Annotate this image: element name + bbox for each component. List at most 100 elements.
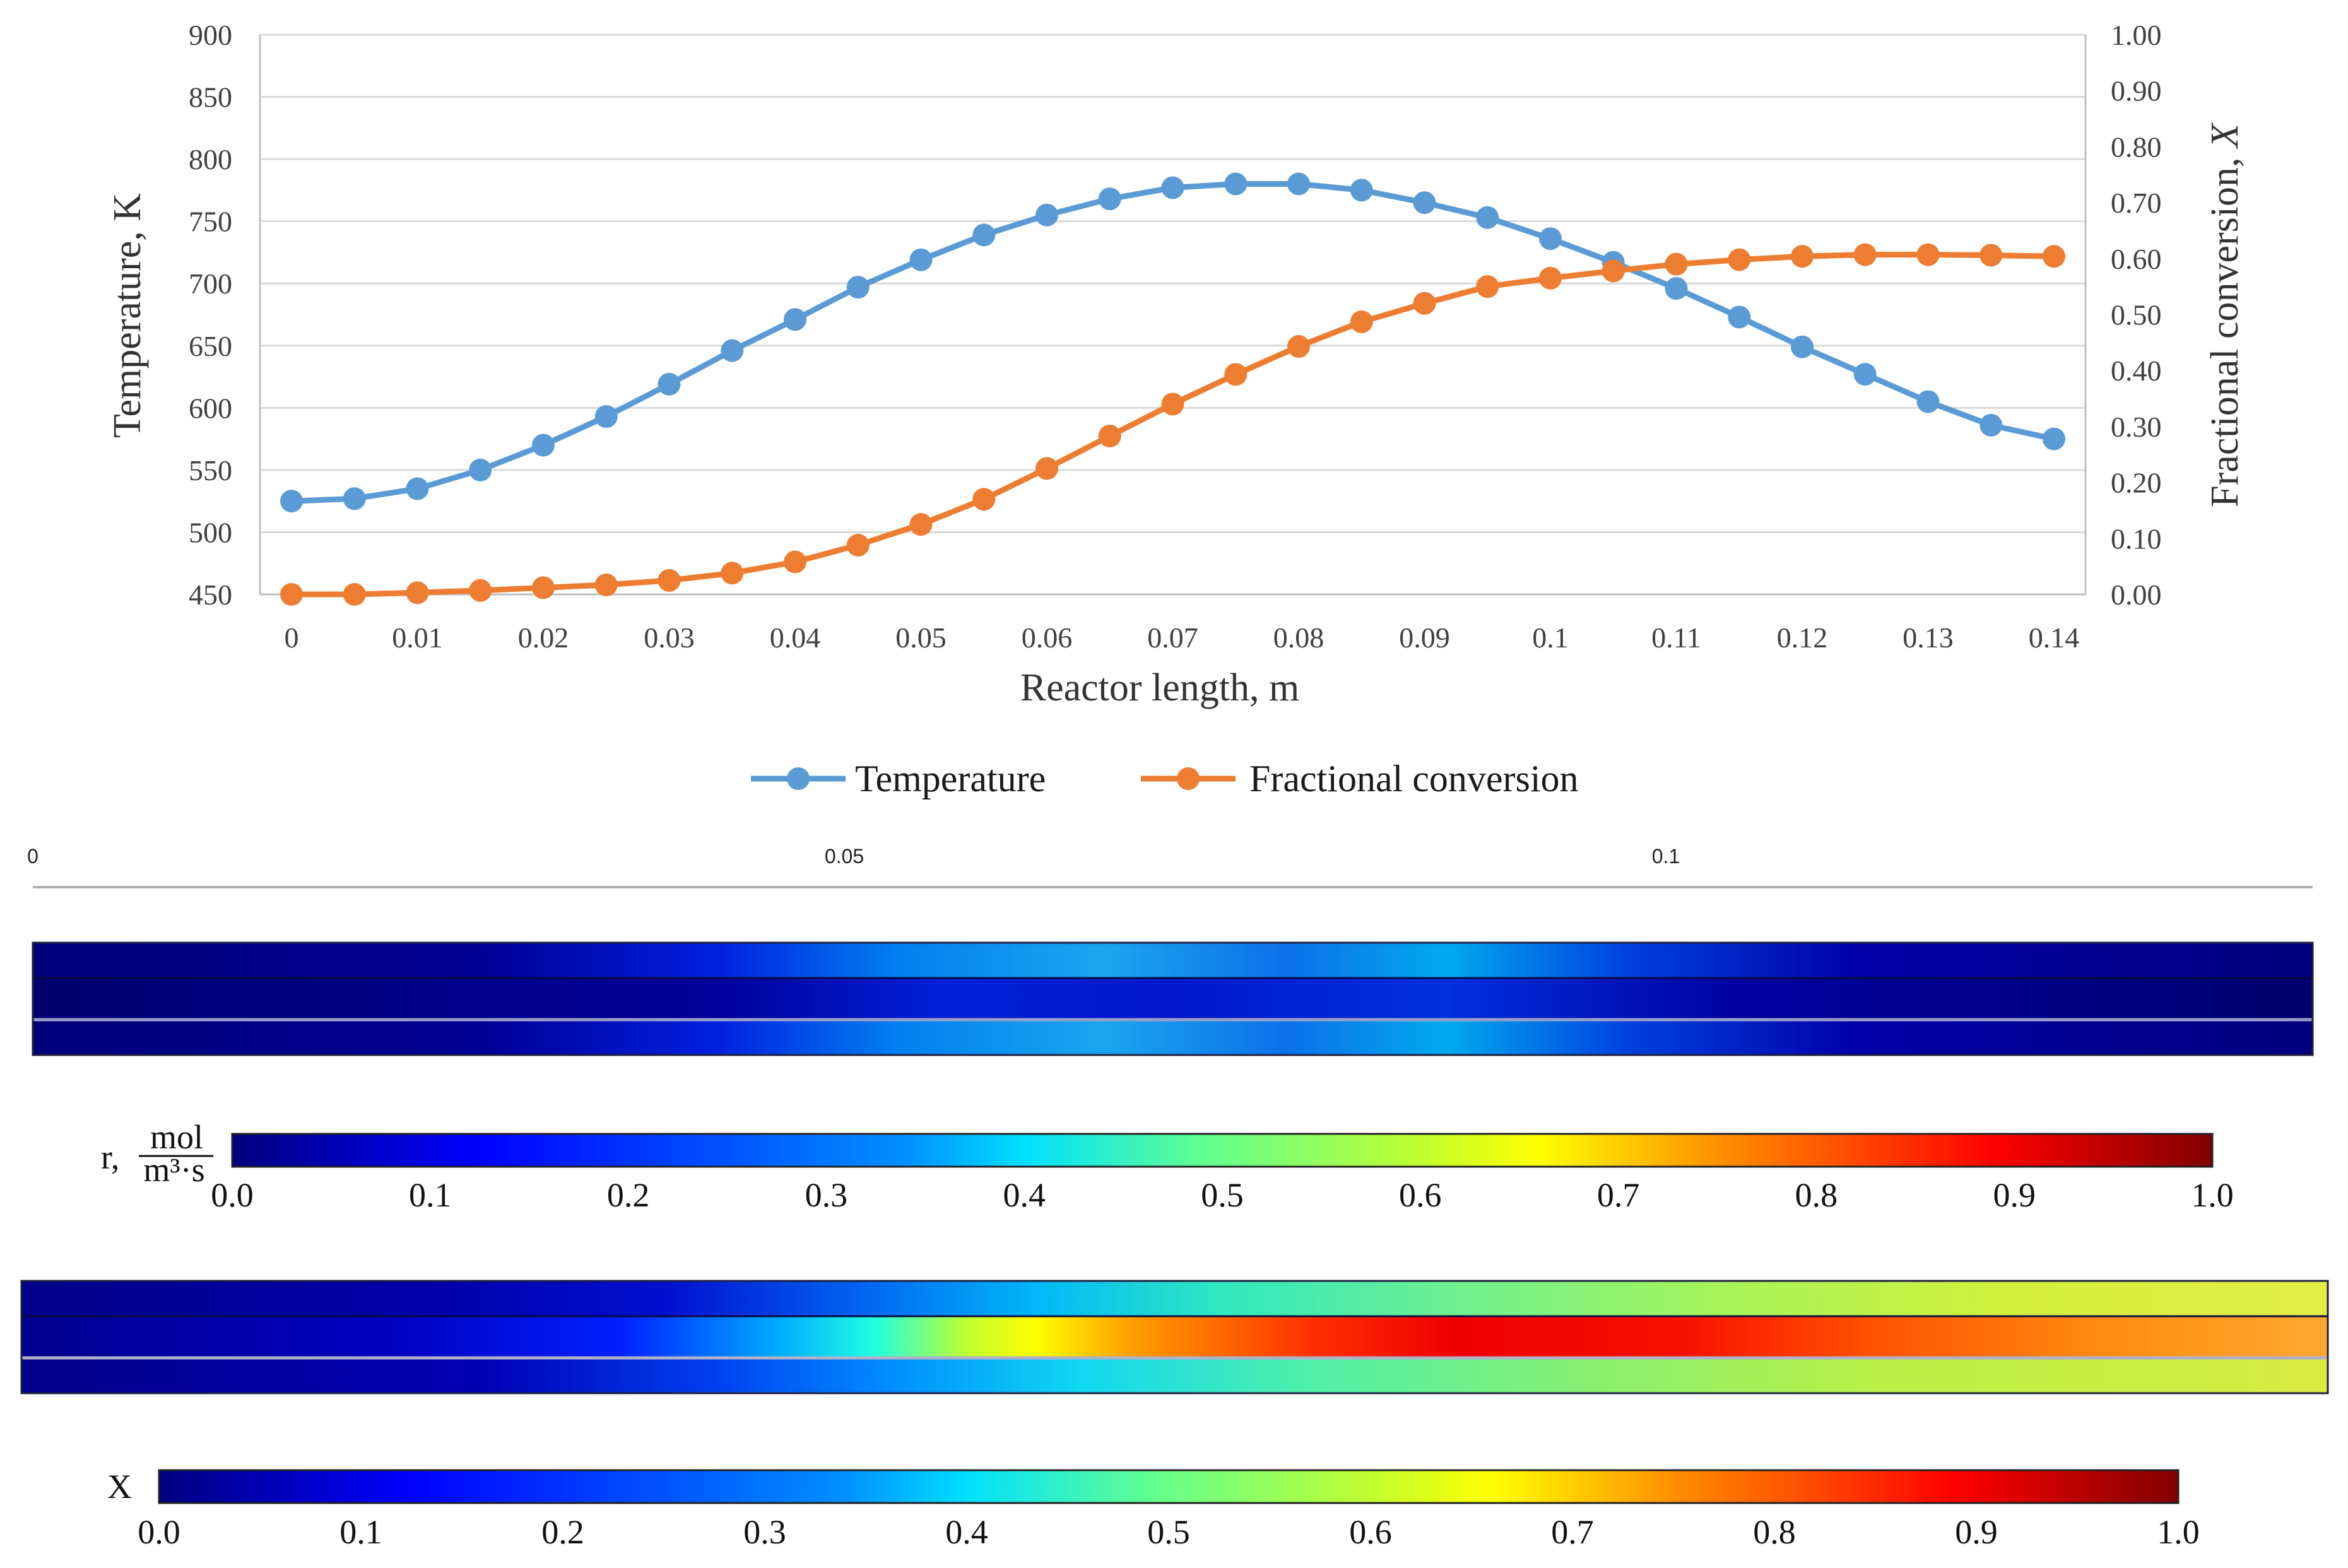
point-temperature-26: [1916, 390, 1940, 413]
ruler-tick-0.05: 0.05: [825, 845, 864, 868]
y2-tick-labels: 0.00 0.10 0.20 0.30 0.40 0.50 0.60 0.70 0.80 0.90…: [2111, 19, 2162, 611]
y2-tick-0.90: 0.90: [2111, 75, 2162, 107]
line-chart: 0 0.01 0.02 0.03 0.04 0.05 0.06 0.07 0.08 0.09 0.1…: [106, 19, 2246, 799]
conversion-colorbar-tick-0.8: 0.8: [1753, 1513, 1796, 1551]
conversion-colorbar: X 0.0 0.1 0.2 0.3 0.4 0.5 0.6 0.7 0.8 0.9 1.0: [107, 1468, 2200, 1551]
rate-colorbar-tick-0.4: 0.4: [1003, 1176, 1046, 1214]
point-conversion-21: [1602, 259, 1625, 283]
rate-colorbar-tick-0.5: 0.5: [1201, 1176, 1244, 1214]
point-temperature-18: [1413, 191, 1436, 215]
point-temperature-23: [1728, 305, 1751, 329]
y-tick-800: 800: [189, 143, 232, 175]
conversion-field-core-layer: [21, 1316, 2328, 1358]
y2-tick-0.80: 0.80: [2111, 131, 2162, 163]
point-conversion-6: [658, 569, 681, 592]
point-conversion-20: [1539, 266, 1562, 290]
point-temperature-17: [1350, 179, 1373, 202]
ruler-tick-0.1: 0.1: [1652, 845, 1680, 868]
point-temperature-24: [1791, 335, 1814, 358]
point-conversion-13: [1098, 424, 1121, 447]
rate-colorbar-tick-0.3: 0.3: [805, 1176, 848, 1214]
rate-colorbar: r, mol m³·s 0.0 0.1 0.2 0.3 0.4 0.5 0.6 0.7 0.8 0…: [101, 1118, 2234, 1214]
point-temperature-16: [1287, 172, 1310, 196]
point-temperature-28: [2043, 427, 2065, 451]
y2-tick-1.00: 1.00: [2111, 19, 2162, 51]
point-temperature-4: [532, 433, 555, 457]
rate-field-top-layer: [33, 943, 2313, 978]
conversion-colorbar-gradient: [158, 1469, 2180, 1504]
y-tick-850: 850: [189, 81, 232, 114]
point-conversion-8: [784, 550, 806, 574]
y2-tick-0.00: 0.00: [2111, 579, 2162, 611]
conversion-colorbar-tick-1.0: 1.0: [2157, 1513, 2200, 1551]
y2-tick-0.10: 0.10: [2111, 522, 2162, 555]
series-points: [280, 172, 2065, 606]
conversion-colorbar-tick-0.7: 0.7: [1551, 1513, 1594, 1551]
rate-colorbar-tick-0.2: 0.2: [607, 1176, 650, 1214]
conversion-colorbar-tick-0.3: 0.3: [743, 1513, 786, 1551]
y2-tick-0.30: 0.30: [2111, 411, 2162, 443]
series-line-conversion: [292, 252, 2055, 598]
length-ruler: 0 0.05 0.1: [27, 845, 2313, 888]
x-tick-0: 0: [285, 622, 299, 654]
point-conversion-26: [1916, 243, 1940, 266]
x-tick-0.04: 0.04: [770, 622, 821, 654]
point-conversion-18: [1413, 292, 1436, 315]
point-conversion-24: [1791, 245, 1814, 268]
x-tick-0.03: 0.03: [644, 622, 695, 654]
rate-field-core-layer: [33, 978, 2313, 1020]
rate-colorbar-ticks: 0.0 0.1 0.2 0.3 0.4 0.5 0.6 0.7 0.8 0.9 1.0: [211, 1176, 2234, 1214]
point-conversion-16: [1287, 335, 1310, 358]
point-conversion-15: [1224, 363, 1248, 386]
point-temperature-12: [1035, 203, 1058, 227]
y-tick-500: 500: [189, 516, 232, 548]
x-tick-0.09: 0.09: [1399, 622, 1450, 654]
y-tick-750: 750: [189, 206, 232, 238]
y-tick-900: 900: [189, 19, 232, 51]
point-conversion-17: [1350, 310, 1373, 334]
point-conversion-22: [1665, 252, 1688, 276]
point-temperature-9: [846, 276, 870, 299]
point-temperature-20: [1539, 227, 1562, 251]
point-temperature-10: [909, 248, 933, 271]
rate-colorbar-tick-0.9: 0.9: [1993, 1176, 2036, 1214]
point-temperature-25: [1853, 363, 1877, 386]
rate-colorbar-unit-numerator: mol: [150, 1118, 203, 1156]
rate-field-border: [32, 941, 2314, 1056]
legend-temperature-marker: [787, 767, 810, 790]
legend-item-conversion[interactable]: Fractional conversion: [1141, 758, 1579, 799]
conversion-field: [20, 1280, 2329, 1394]
x-tick-0.11: 0.11: [1651, 622, 1701, 654]
point-conversion-23: [1728, 248, 1751, 271]
x-tick-0.12: 0.12: [1777, 622, 1828, 654]
point-temperature-15: [1224, 172, 1248, 196]
point-temperature-1: [343, 487, 366, 510]
y2-axis-title: Fractional conversion, X: [2203, 122, 2246, 507]
point-temperature-19: [1476, 206, 1499, 229]
point-temperature-5: [594, 405, 618, 428]
x-tick-0.01: 0.01: [392, 622, 443, 654]
legend: Temperature Fractional conversion: [751, 758, 1579, 799]
y2-tick-0.60: 0.60: [2111, 243, 2162, 275]
x-tick-0.08: 0.08: [1273, 622, 1324, 654]
rate-colorbar-unit-denominator: m³·s: [143, 1151, 204, 1189]
y-tick-700: 700: [189, 268, 232, 300]
legend-item-temperature[interactable]: Temperature: [751, 758, 1046, 799]
rate-colorbar-tick-0.6: 0.6: [1399, 1176, 1442, 1214]
conversion-field-border: [20, 1280, 2329, 1394]
point-temperature-22: [1665, 277, 1688, 300]
point-temperature-27: [1979, 413, 2003, 437]
point-conversion-1: [343, 583, 366, 606]
ruler-tick-0: 0: [27, 845, 38, 868]
x-tick-0.14: 0.14: [2029, 622, 2080, 654]
y-tick-600: 600: [189, 392, 232, 424]
point-temperature-6: [658, 372, 681, 396]
x-tick-0.07: 0.07: [1147, 622, 1198, 654]
rate-colorbar-gradient: [231, 1133, 2214, 1168]
y2-tick-0.70: 0.70: [2111, 187, 2162, 219]
point-temperature-3: [469, 458, 492, 481]
point-temperature-7: [721, 339, 744, 362]
point-conversion-7: [721, 562, 744, 585]
conversion-colorbar-tick-0.2: 0.2: [541, 1513, 584, 1551]
